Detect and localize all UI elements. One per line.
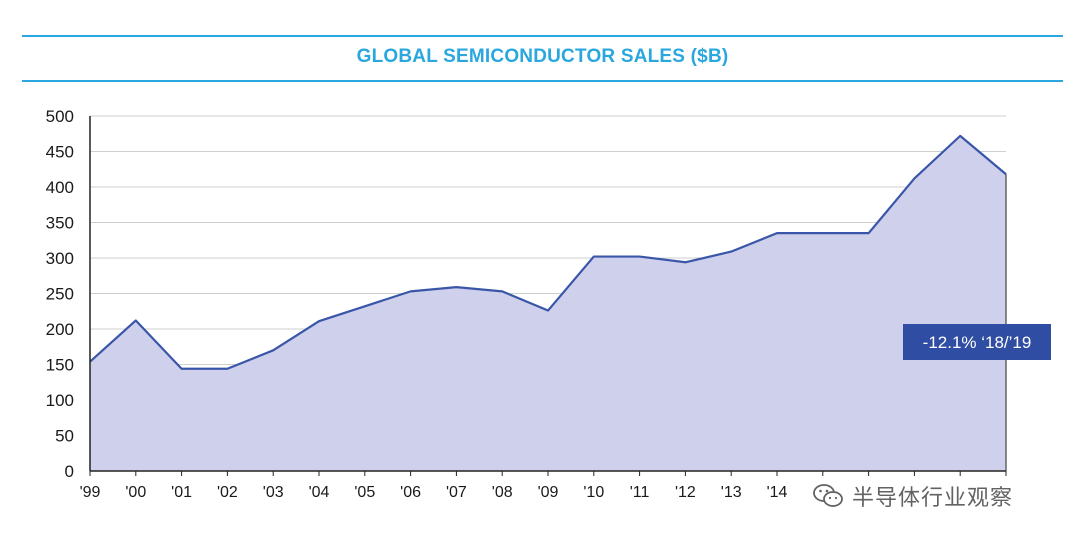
- area-series: [89, 134, 1007, 471]
- x-tick-label: '00: [125, 484, 146, 501]
- x-tick-label: '07: [446, 484, 467, 501]
- y-tick-label: 50: [55, 427, 74, 446]
- y-tick-label: 150: [46, 356, 74, 375]
- y-tick-label: 350: [46, 214, 74, 233]
- watermark: 半导体行业观察: [812, 480, 1013, 512]
- y-tick-label: 500: [46, 107, 74, 126]
- x-tick-label: '14: [767, 484, 788, 501]
- chart-title: GLOBAL SEMICONDUCTOR SALES ($B): [356, 46, 729, 67]
- change-callout: -12.1% ‘18/’19: [903, 324, 1051, 360]
- y-tick-label: 200: [46, 320, 74, 339]
- callout-label: -12.1% ‘18/’19: [923, 333, 1032, 352]
- x-tick-label: '10: [583, 484, 604, 501]
- x-tick-label: '05: [354, 484, 375, 501]
- x-tick-label: '01: [171, 484, 192, 501]
- title-rule-top: [22, 35, 1063, 37]
- y-tick-label: 250: [46, 285, 74, 304]
- wechat-icon: [813, 484, 843, 507]
- title-rule-bottom: [22, 80, 1063, 82]
- x-tick-label: '02: [217, 484, 238, 501]
- x-tick-label: '09: [538, 484, 559, 501]
- x-tick-label: '13: [721, 484, 742, 501]
- x-tick-label: '99: [80, 484, 101, 501]
- x-tick-label: '04: [309, 484, 330, 501]
- area-fill: [90, 135, 1006, 471]
- callout-box: [903, 324, 1051, 360]
- x-tick-label: '08: [492, 484, 513, 501]
- x-tick-label: '03: [263, 484, 284, 501]
- y-tick-label: 0: [65, 462, 74, 481]
- x-tick-label: '06: [400, 484, 421, 501]
- y-tick-label: 300: [46, 249, 74, 268]
- x-tick-label: '11: [630, 484, 650, 501]
- watermark-text: 半导体行业观察: [852, 486, 1014, 511]
- y-tick-labels: 0 50 100 150 200 250 300 350 400 450 500: [46, 107, 74, 481]
- x-tick-label: '12: [675, 484, 696, 501]
- y-tick-label: 400: [46, 178, 74, 197]
- y-tick-label: 100: [46, 391, 74, 410]
- y-tick-label: 450: [46, 143, 74, 162]
- axes: [89, 116, 1007, 476]
- x-tick-labels: '99 '00 '01 '02 '03 '04 '05 '06 '07 '08 '09 '10 '11 '…: [80, 484, 788, 501]
